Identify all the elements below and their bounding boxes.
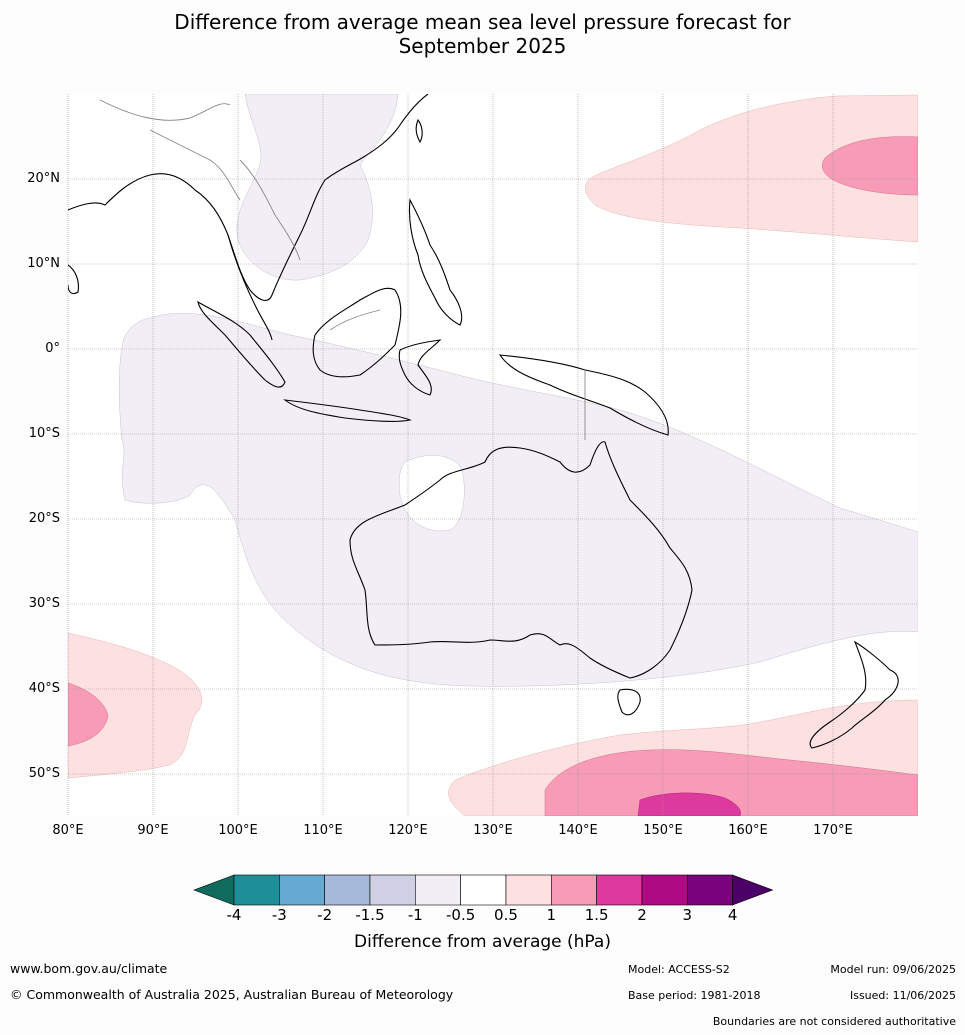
colorbar-tick-label: 1: [546, 906, 557, 924]
issued-text: Issued: 11/06/2025: [849, 989, 956, 1002]
bom-url-link[interactable]: www.bom.gov.au/climate: [10, 961, 168, 976]
model-text: Model: ACCESS-S2: [628, 963, 730, 976]
copyright-text: © Commonwealth of Australia 2025, Austra…: [10, 987, 454, 1002]
colorbar-tick-label: -1.5: [355, 906, 385, 924]
model-run-text: Model run: 09/06/2025: [830, 963, 956, 976]
borneo-coastline: [312, 287, 402, 378]
longitude-label: 140°E: [558, 823, 598, 838]
contour-pos1-southwest: [68, 682, 109, 747]
contour-pos15-south: [637, 792, 741, 816]
colorbar-tick-label: 4: [727, 906, 738, 924]
colorbar-title: Difference from average (hPa): [354, 932, 611, 952]
longitude-label: 80°E: [52, 823, 84, 838]
colorbar-swatch: [369, 874, 416, 906]
contour-neg05-sea: [118, 313, 918, 687]
map-title-line2: September 2025: [398, 34, 567, 58]
latitude-label: 0°: [45, 341, 60, 356]
java-coastline: [283, 399, 412, 423]
latitude-label: 20°S: [28, 511, 60, 526]
longitude-label: 90°E: [137, 823, 169, 838]
colorbar-swatch: [233, 874, 280, 906]
australia-coastline: [349, 441, 693, 679]
longitude-label: 120°E: [388, 823, 428, 838]
colorbar: [193, 874, 774, 906]
sumatra-coastline: [197, 300, 286, 388]
coastlines: [68, 94, 899, 749]
longitude-label: 150°E: [643, 823, 683, 838]
sulawesi-coastline: [398, 339, 442, 396]
sri-lanka-coastline: [68, 264, 79, 295]
contour-pos1-north: [822, 136, 918, 196]
colorbar-tick-label: -2: [317, 906, 333, 924]
colorbar-tick-label: 0.5: [494, 906, 518, 924]
colorbar-tick-label: -3: [271, 906, 287, 924]
contour-neg05-north: [236, 94, 399, 281]
contour-pos1-south: [544, 749, 918, 816]
colorbar-swatch: [551, 874, 597, 906]
longitude-label: 160°E: [728, 823, 768, 838]
latitude-label: 30°S: [28, 596, 60, 611]
colorbar-tick-label: -4: [226, 906, 242, 924]
colorbar-swatch: [324, 874, 371, 906]
colorbar-swatch: [415, 874, 461, 906]
colorbar-tick-label: 1.5: [584, 906, 609, 924]
contour-pos05-north-pacific: [585, 94, 918, 243]
latitude-label: 10°N: [27, 256, 60, 271]
new-zealand-coastline: [809, 640, 899, 749]
boundaries-disclaimer: Boundaries are not considered authoritat…: [712, 1015, 956, 1028]
latitude-label: 50°S: [28, 766, 60, 781]
latitude-label: 20°N: [27, 171, 60, 186]
contour-pos05-southwest: [68, 632, 203, 779]
longitude-label: 170°E: [813, 823, 853, 838]
longitude-label: 110°E: [303, 823, 343, 838]
anomaly-contours: [68, 94, 918, 816]
colorbar-swatch: [641, 874, 688, 906]
new-guinea-coastline: [498, 354, 669, 436]
base-period-text: Base period: 1981-2018: [628, 989, 761, 1002]
malay-peninsula-coastline: [227, 234, 273, 341]
latitude-label: 10°S: [28, 426, 60, 441]
colorbar-swatch: [505, 874, 552, 906]
colorbar-swatch: [596, 874, 643, 906]
colorbar-swatch: [686, 874, 733, 906]
longitude-label: 130°E: [473, 823, 513, 838]
colorbar-tick-label: 3: [682, 906, 693, 924]
map-title-line1: Difference from average mean sea level p…: [174, 10, 791, 34]
tasmania-coastline: [617, 688, 641, 716]
asia-coastline: [68, 94, 429, 301]
colorbar-extend-max: [732, 874, 774, 906]
country-borders: [99, 99, 586, 440]
colorbar-swatch: [279, 874, 325, 906]
colorbar-swatch: [460, 874, 507, 906]
graticule: [67, 94, 918, 816]
colorbar-tick-label: 2: [637, 906, 647, 924]
colorbar-tick-label: -0.5: [446, 906, 476, 924]
taiwan-coastline: [415, 118, 423, 144]
longitude-label: 100°E: [218, 823, 258, 838]
colorbar-tick-label: -1: [407, 906, 423, 924]
philippines-coastline: [408, 198, 463, 326]
colorbar-extend-min: [193, 874, 235, 906]
latitude-label: 40°S: [28, 681, 60, 696]
